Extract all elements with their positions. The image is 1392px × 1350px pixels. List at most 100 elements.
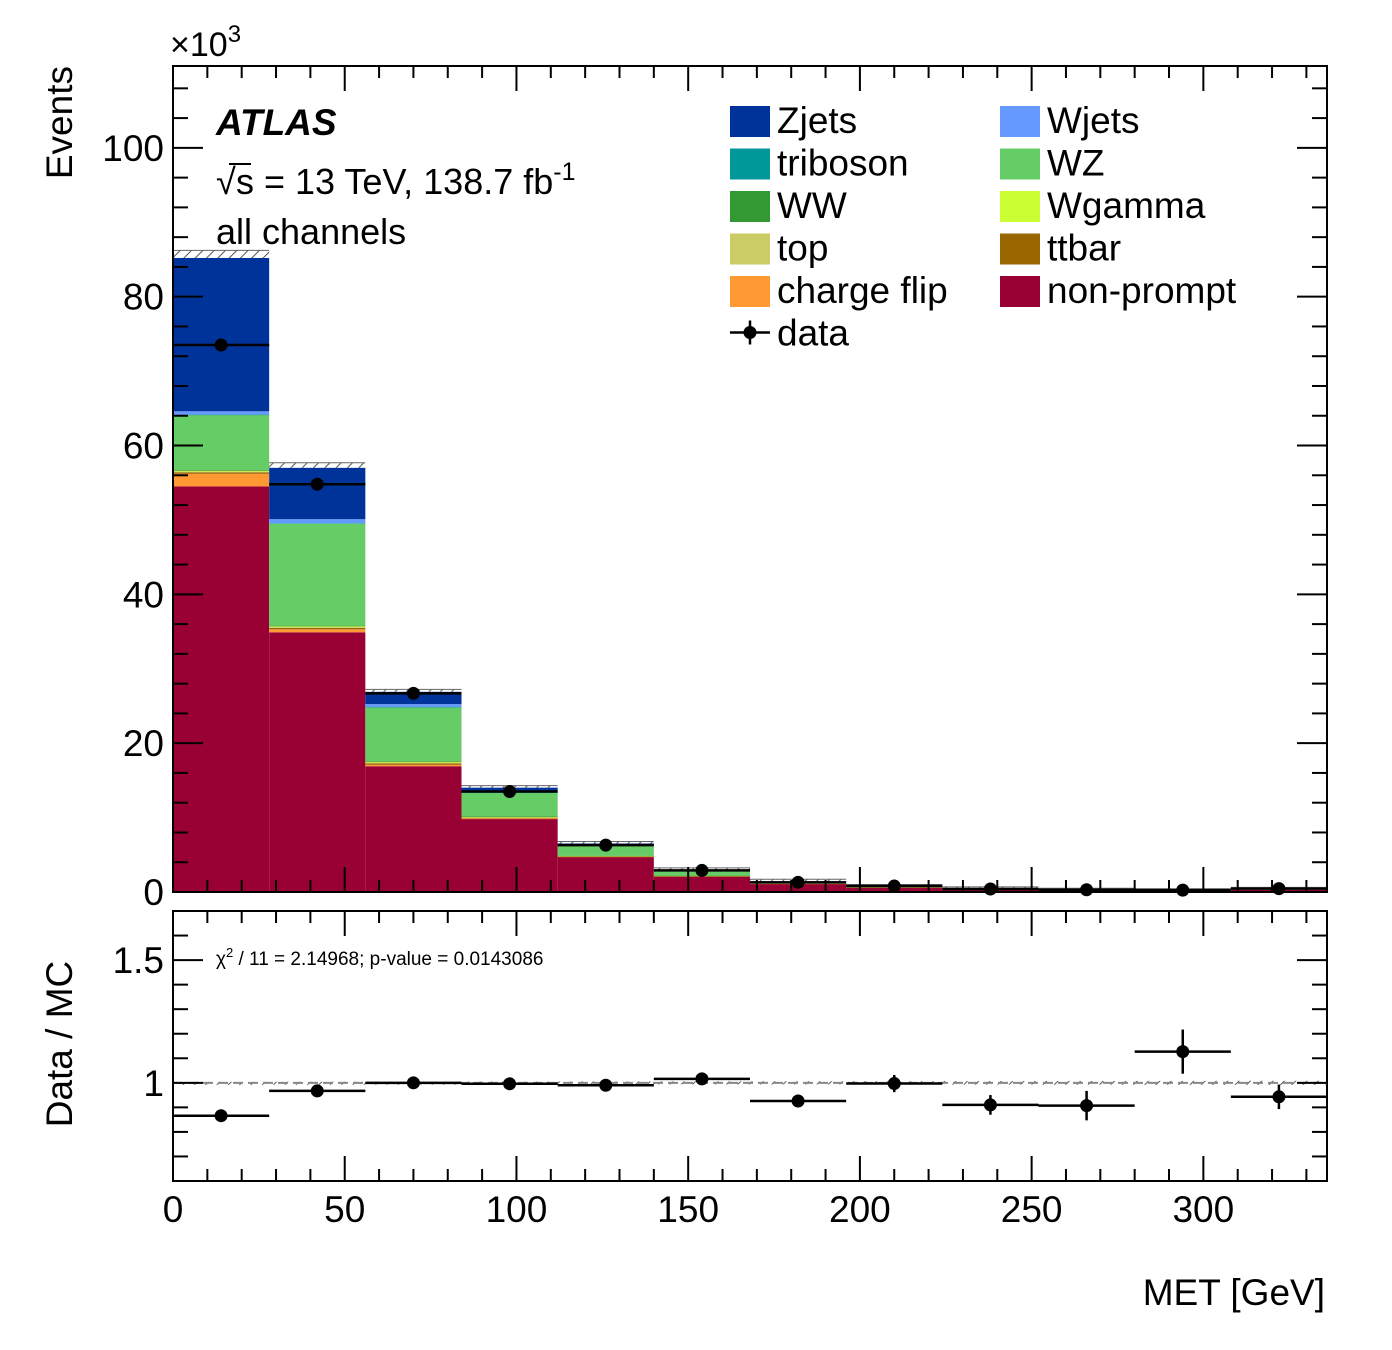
uncertainty-band-bin-1 bbox=[269, 462, 366, 468]
bar-non-prompt-bin-3 bbox=[461, 819, 558, 892]
data-point-3 bbox=[503, 785, 517, 799]
energy-text: s = 13 TeV, 138.7 fb bbox=[236, 161, 553, 202]
data-points bbox=[173, 338, 1327, 897]
bar-triboson-bin-0 bbox=[173, 414, 270, 416]
energy-label: √ s = 13 TeV, 138.7 fb-1 bbox=[216, 158, 576, 202]
ratio-uncertainty-bin-6 bbox=[750, 1081, 847, 1085]
ratio-point-10 bbox=[1176, 1045, 1190, 1059]
bar-ww-bin-3 bbox=[461, 816, 558, 817]
main-y-tick-label: 100 bbox=[102, 128, 164, 169]
legend-marker-data bbox=[743, 326, 757, 339]
ratio-point-4 bbox=[599, 1078, 613, 1092]
legend-label-ww: WW bbox=[777, 185, 847, 226]
legend-swatch-charge-flip bbox=[730, 276, 770, 307]
main-y-axis-label: Events bbox=[39, 66, 80, 179]
channel-label: all channels bbox=[216, 211, 406, 252]
ratio-point-5 bbox=[695, 1072, 709, 1086]
ratio-plot-border bbox=[172, 910, 1328, 1182]
bar-top-bin-1 bbox=[269, 627, 366, 628]
ratio-point-6 bbox=[791, 1094, 805, 1108]
sqrt-symbol: √ bbox=[216, 161, 236, 202]
x-tick-label: 0 bbox=[163, 1189, 184, 1230]
data-point-0 bbox=[214, 338, 228, 352]
bar-charge-flip-bin-4 bbox=[557, 856, 654, 858]
legend-label-ttbar: ttbar bbox=[1047, 228, 1121, 269]
bar-ww-bin-1 bbox=[269, 625, 366, 627]
bar-charge-flip-bin-0 bbox=[173, 473, 270, 487]
bar-wjets-bin-0 bbox=[173, 411, 270, 415]
ratio-point-2 bbox=[406, 1076, 420, 1090]
main-y-tick-labels: 0 20 40 60 80 100 bbox=[102, 128, 164, 913]
bar-ww-bin-2 bbox=[365, 761, 462, 762]
bar-top-bin-0 bbox=[173, 471, 270, 473]
main-plot-border bbox=[172, 65, 1328, 893]
bar-charge-flip-bin-1 bbox=[269, 629, 366, 633]
ratio-y-tick-labels: 11.5 bbox=[113, 940, 164, 1104]
legend-label-wgamma: Wgamma bbox=[1047, 185, 1206, 226]
legend-label-zjets: Zjets bbox=[777, 100, 857, 141]
atlas-label: ATLAS bbox=[215, 102, 337, 143]
bar-wjets-bin-1 bbox=[269, 519, 366, 524]
legend-swatch-non-prompt bbox=[1000, 276, 1040, 307]
bar-ttbar-bin-0 bbox=[173, 472, 270, 474]
bar-triboson-bin-2 bbox=[365, 707, 462, 708]
bar-wz-bin-1 bbox=[269, 523, 366, 626]
main-y-tick-label: 80 bbox=[123, 277, 164, 318]
data-point-6 bbox=[791, 875, 805, 889]
legend-label-top: top bbox=[777, 228, 828, 269]
main-y-tick-label: 40 bbox=[123, 574, 164, 615]
bar-ttbar-bin-3 bbox=[461, 817, 558, 819]
ratio-y-tick-label: 1 bbox=[143, 1063, 164, 1104]
data-point-1 bbox=[310, 477, 324, 491]
x-tick-label: 250 bbox=[1001, 1189, 1063, 1230]
bar-ttbar-bin-1 bbox=[269, 627, 366, 630]
legend-label-wjets: Wjets bbox=[1047, 100, 1140, 141]
legend-swatch-zjets bbox=[730, 106, 770, 137]
data-point-9 bbox=[1080, 883, 1094, 897]
bar-wgamma-bin-0 bbox=[173, 470, 270, 472]
legend-swatch-top bbox=[730, 233, 770, 265]
ratio-axis-ticks bbox=[172, 911, 1327, 1181]
data-point-2 bbox=[406, 686, 420, 700]
bar-triboson-bin-1 bbox=[269, 523, 366, 524]
bar-top-bin-2 bbox=[365, 762, 462, 764]
ratio-y-axis-label: Data / MC bbox=[39, 961, 80, 1128]
legend: Zjets Wjets triboson WZ WW Wgamma top ttbar char… bbox=[730, 100, 1237, 354]
bar-wgamma-bin-3 bbox=[461, 816, 558, 818]
bar-non-prompt-bin-0 bbox=[173, 486, 270, 892]
ratio-point-8 bbox=[983, 1098, 997, 1112]
bar-ww-bin-4 bbox=[557, 855, 654, 857]
energy-superscript: -1 bbox=[553, 158, 575, 186]
data-point-11 bbox=[1272, 882, 1286, 896]
ratio-points bbox=[173, 1029, 1327, 1123]
legend-label-non-prompt: non-prompt bbox=[1047, 270, 1237, 311]
main-panel: 0 20 40 60 80 100 Events ×103 ATLAS √ s = 13 … bbox=[39, 21, 1328, 913]
bar-zjets-bin-1 bbox=[269, 467, 366, 520]
x-tick-label: 200 bbox=[829, 1189, 891, 1230]
ratio-point-3 bbox=[503, 1077, 517, 1091]
legend-label-data: data bbox=[777, 313, 849, 354]
x-tick-label: 50 bbox=[324, 1189, 365, 1230]
legend-label-charge-flip: charge flip bbox=[777, 270, 948, 311]
ratio-uncertainty-bin-11 bbox=[1230, 1080, 1327, 1085]
bar-non-prompt-bin-1 bbox=[269, 632, 366, 892]
legend-swatch-ww bbox=[730, 191, 770, 222]
ratio-y-tick-label: 1.5 bbox=[113, 940, 164, 981]
ratio-point-1 bbox=[310, 1084, 324, 1098]
x-tick-label: 300 bbox=[1172, 1189, 1234, 1230]
data-point-10 bbox=[1176, 883, 1190, 897]
bar-wjets-bin-2 bbox=[365, 704, 462, 708]
bar-charge-flip-bin-3 bbox=[461, 818, 558, 820]
ratio-point-9 bbox=[1080, 1099, 1094, 1113]
stack-layer bbox=[173, 257, 1327, 892]
legend-swatch-ttbar bbox=[1000, 233, 1040, 265]
bar-ttbar-bin-2 bbox=[365, 763, 462, 765]
legend-swatch-triboson bbox=[730, 148, 770, 180]
ratio-uncertainty-bin-9 bbox=[1038, 1080, 1135, 1085]
x-tick-label: 150 bbox=[657, 1189, 719, 1230]
bar-top-bin-3 bbox=[461, 817, 558, 818]
bar-non-prompt-bin-5 bbox=[653, 876, 750, 892]
ratio-point-11 bbox=[1272, 1090, 1286, 1104]
bar-non-prompt-bin-4 bbox=[557, 857, 654, 892]
